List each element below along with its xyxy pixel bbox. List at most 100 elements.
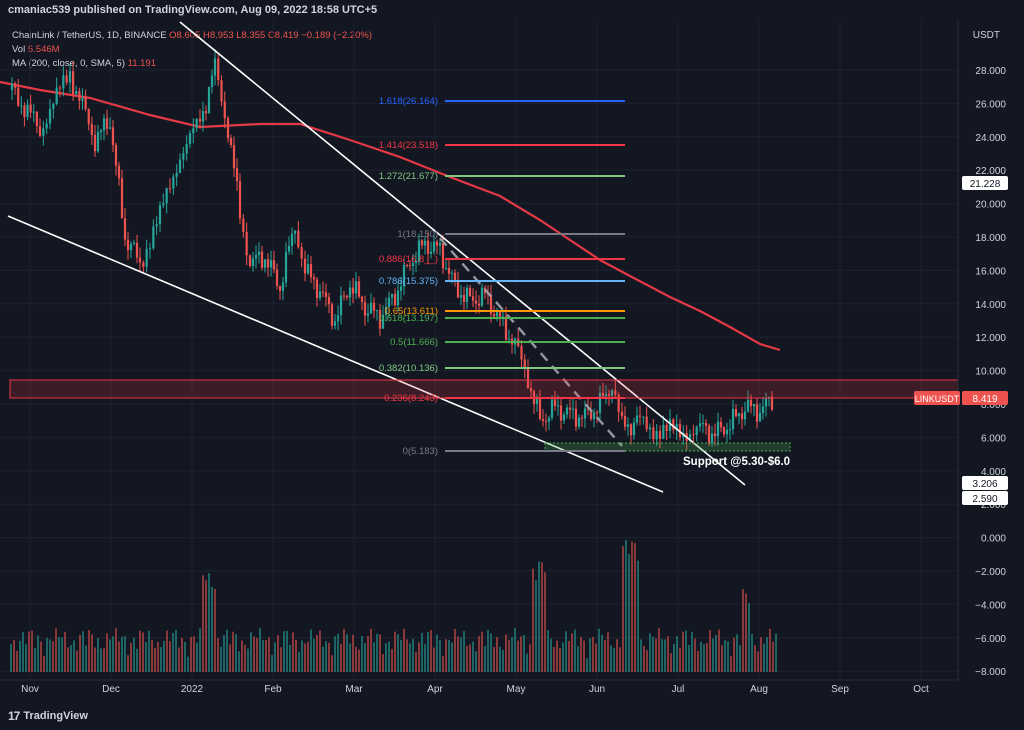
time-tick-label: Oct: [913, 684, 929, 695]
volume-bar: [106, 633, 108, 672]
volume-bar: [217, 638, 219, 672]
candle-body: [201, 111, 205, 122]
symbol-tag-label: LINKUSDT: [915, 394, 960, 404]
candle-body: [655, 430, 658, 440]
ma-label: MA (200, close, 0, SMA, 5): [12, 58, 125, 69]
volume-bar: [511, 637, 513, 672]
volume-bar: [301, 640, 303, 672]
moving-average-line: [0, 80, 781, 352]
candle-body: [210, 75, 214, 87]
symbol-legend[interactable]: ChainLink / TetherUS, 1D, BINANCE O8.605…: [12, 30, 372, 41]
volume-bar: [331, 655, 333, 672]
tradingview-branding[interactable]: 17 TradingView: [8, 709, 88, 723]
volume-bar: [112, 636, 114, 672]
candle-body: [324, 292, 328, 297]
volume-bar: [121, 636, 123, 672]
candle-body: [755, 404, 759, 422]
volume-bar: [316, 634, 318, 672]
volume-bar: [385, 643, 387, 672]
volume-bar: [688, 644, 690, 672]
candle-body: [571, 408, 575, 410]
volume-bar: [529, 644, 531, 672]
candle-body: [620, 411, 624, 416]
grid: [0, 20, 958, 680]
volume-bar: [421, 632, 423, 672]
time-tick-label: Aug: [750, 684, 768, 695]
candle-body: [550, 399, 554, 418]
candle-body: [345, 295, 349, 298]
candle-body: [357, 281, 361, 297]
volume-bar: [238, 651, 240, 672]
candle-body: [269, 260, 273, 268]
volume-bar: [631, 541, 633, 672]
volume-bar: [148, 630, 150, 672]
candle-body: [701, 423, 705, 425]
volume-bar: [103, 648, 105, 672]
candle-body: [20, 105, 23, 107]
candle-body: [204, 111, 208, 114]
candle-body: [195, 118, 198, 129]
volume-bar: [661, 639, 663, 672]
volume-label: Vol: [12, 44, 26, 55]
volume-legend[interactable]: Vol 5.546M: [12, 44, 60, 55]
candle-body: [342, 295, 346, 297]
candle-body: [155, 224, 158, 227]
candle-body: [601, 392, 605, 397]
volume-bar: [136, 648, 138, 672]
volume-bar: [415, 651, 417, 672]
volume-bar: [298, 651, 300, 672]
candle-body: [580, 417, 584, 419]
ma-legend[interactable]: MA (200, close, 0, SMA, 5) 11.191: [12, 58, 156, 69]
candle-body: [178, 159, 182, 173]
trendline-drawings[interactable]: Support @5.30-$6.0: [7, 21, 959, 493]
volume-bar: [25, 643, 27, 672]
symbol-name[interactable]: ChainLink / TetherUS, 1D, BINANCE: [12, 30, 167, 41]
volume-bar: [409, 643, 411, 672]
candle-body: [93, 134, 97, 152]
price-tick-label: 8.000: [981, 400, 1006, 411]
candle-body: [498, 312, 502, 317]
volume-bar: [82, 631, 84, 672]
candle-body: [444, 267, 448, 269]
candle-body: [728, 429, 732, 431]
candle-body: [135, 242, 139, 258]
candle-body: [223, 101, 226, 119]
candle-body: [185, 144, 188, 154]
volume-bar: [463, 631, 465, 672]
volume-bar: [718, 629, 720, 672]
candle-body: [474, 300, 478, 304]
volume-bar: [694, 638, 696, 672]
candle-body: [375, 310, 379, 312]
volume-bar: [223, 635, 225, 672]
candle-body: [152, 226, 155, 249]
candle-body: [453, 272, 457, 281]
candle-body: [293, 230, 297, 234]
volume-bar: [610, 645, 612, 672]
time-axis[interactable]: Nov Dec 2022 Feb Mar Apr May Jun Jul Aug Sep Oct: [0, 679, 958, 695]
price-axis[interactable]: 28.000 26.000 24.000 22.000 20.000 18.000 16.0…: [914, 20, 1008, 680]
volume-bar: [490, 633, 492, 672]
volume-bar: [184, 642, 186, 672]
candle-body: [275, 269, 279, 286]
volume-bar: [667, 636, 669, 672]
candle-body: [529, 388, 533, 392]
price-tick-label: 18.000: [975, 233, 1006, 244]
volume-bar: [34, 648, 36, 672]
candle-body: [327, 296, 331, 305]
candle-body: [175, 172, 178, 177]
candle-body: [254, 254, 258, 259]
volume-bar: [685, 630, 687, 672]
volume-bar: [658, 628, 660, 672]
price-tick-label: 24.000: [975, 133, 1006, 144]
fibonacci-extension[interactable]: 1.618(26.164) 1.414(23.518) 1.272(21.677) 1…: [379, 96, 625, 457]
fib-level-label: 0(5.183): [403, 446, 438, 457]
candle-body: [707, 425, 711, 443]
candle-body: [607, 394, 611, 396]
price-badge-label: 3.206: [972, 479, 997, 490]
volume-bar: [571, 633, 573, 672]
volume-bar: [625, 539, 627, 672]
candle-body: [162, 203, 165, 206]
candle-body: [423, 240, 427, 246]
volume-bar: [154, 647, 156, 672]
